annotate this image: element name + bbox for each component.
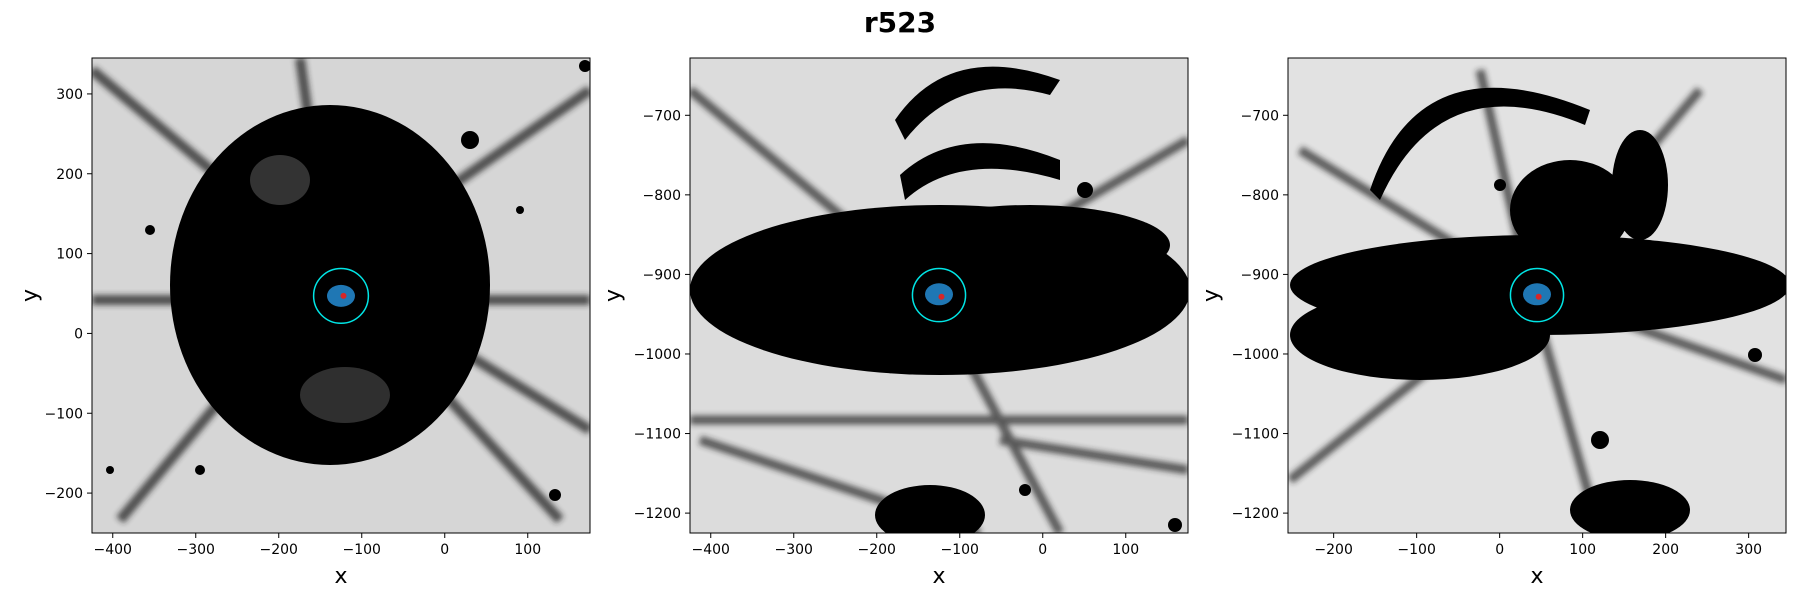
panel-3-x-tick-label: −100 [1397, 542, 1435, 558]
panel-3-aperture-circle [1509, 267, 1565, 323]
panel-1-y-axis-label: y [18, 289, 43, 302]
panel-2-y-tick-label: −900 [643, 267, 681, 283]
panel-1-x-tick-label: 100 [514, 542, 541, 558]
panel-3-frame [1287, 57, 1787, 534]
panel-3-red-center-point [1535, 293, 1542, 300]
panel-2-y-tick-label: −1200 [634, 506, 681, 522]
panel-3-x-tick-label: 300 [1735, 542, 1762, 558]
panel-2-frame [689, 57, 1189, 534]
panel-1-x-tick-label: 0 [440, 542, 449, 558]
panel-2-aperture-circle [911, 267, 967, 323]
panel-2-y-tick-label: −700 [643, 108, 681, 124]
panel-1-frame [91, 57, 591, 534]
panel-1-y-tick-label: −100 [45, 406, 83, 422]
panel-1-aperture-circle [312, 267, 370, 325]
panel-2-y-tick-label: −1000 [634, 347, 681, 363]
panel-1-overlay: −400 −300 −200 −100 0 100 −200 −100 0 100 200 300 x y [18, 57, 591, 589]
panel-2-x-axis-label: x [932, 564, 945, 589]
panel-1-x-tick-label: −200 [260, 542, 298, 558]
panel-3-y-tick-label: −900 [1241, 267, 1279, 283]
panel-1-x-tick-label: −300 [177, 542, 215, 558]
panel-1-y-tick-label: −200 [45, 486, 83, 502]
panel-2-overlay: −400 −300 −200 −100 0 100−1200−1100−1000−900−… [601, 57, 1189, 589]
panel-1-y-tick-label: 0 [74, 326, 83, 342]
panel-2-x-tick-label: 100 [1112, 542, 1139, 558]
panel-1-x-tick-label: −400 [94, 542, 132, 558]
panel-2-x-tick-label: 0 [1038, 542, 1047, 558]
panel-3-x-tick-label: 100 [1569, 542, 1596, 558]
panel-3-overlay: −200 −100 0 100 200 300−1200−1100−1000−900−80… [1199, 57, 1787, 589]
figure-title: r523 [863, 6, 937, 39]
panel-1-y-tick-label: 100 [56, 247, 83, 263]
panel-1-density-map [92, 58, 590, 524]
panel-3-y-tick-label: −1100 [1232, 427, 1279, 443]
panel-2-blue-cluster [925, 283, 953, 306]
panel-2-x-tick-label: −400 [692, 542, 730, 558]
panel-2-x-tick-label: −100 [941, 542, 979, 558]
panel-2-x-tick-label: −200 [858, 542, 896, 558]
panel-2-y-axis-label: y [601, 289, 626, 302]
panel-1-red-center-point [340, 292, 347, 299]
panel-3-x-axis-label: x [1530, 564, 1543, 589]
panel-1-y-tick-label: 300 [56, 87, 83, 103]
panel-1-x-axis-label: x [334, 564, 347, 589]
panel-1-y-tick-label: 200 [56, 167, 83, 183]
panel-3-y-tick-label: −1200 [1232, 506, 1279, 522]
panel-3-x-tick-label: 0 [1495, 542, 1504, 558]
panel-3-y-axis-label: y [1199, 289, 1224, 302]
panel-2-y-tick-label: −800 [643, 188, 681, 204]
panel-2-x-tick-label: −300 [775, 542, 813, 558]
panel-3-y-tick-label: −1000 [1232, 347, 1279, 363]
panel-3-x-tick-label: 200 [1652, 542, 1679, 558]
panel-2-red-center-point [938, 293, 945, 300]
panel-1-x-tick-label: −100 [343, 542, 381, 558]
panel-3-y-tick-label: −700 [1241, 108, 1279, 124]
panel-3-x-tick-label: −200 [1314, 542, 1352, 558]
panel-3-y-tick-label: −800 [1241, 188, 1279, 204]
panel-2-y-tick-label: −1100 [634, 427, 681, 443]
